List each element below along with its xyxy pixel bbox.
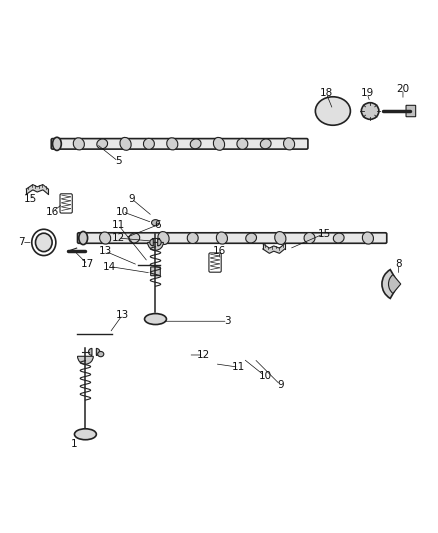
Ellipse shape xyxy=(315,97,350,125)
Ellipse shape xyxy=(73,138,85,150)
Text: 20: 20 xyxy=(396,84,410,94)
Text: 6: 6 xyxy=(154,220,161,230)
Ellipse shape xyxy=(304,232,315,244)
Ellipse shape xyxy=(361,103,379,119)
Text: 11: 11 xyxy=(232,362,245,372)
Text: 15: 15 xyxy=(318,229,331,239)
Ellipse shape xyxy=(99,232,111,244)
Text: 15: 15 xyxy=(24,193,37,204)
Text: 9: 9 xyxy=(128,193,135,204)
Ellipse shape xyxy=(35,233,52,252)
Text: 10: 10 xyxy=(258,371,272,381)
Text: 13: 13 xyxy=(99,246,112,256)
Ellipse shape xyxy=(129,233,140,243)
Text: 13: 13 xyxy=(116,310,129,320)
Ellipse shape xyxy=(246,233,257,243)
Text: 16: 16 xyxy=(212,246,226,256)
Ellipse shape xyxy=(120,138,131,150)
Ellipse shape xyxy=(283,138,295,150)
Text: 14: 14 xyxy=(103,262,116,271)
Ellipse shape xyxy=(167,138,178,150)
Text: 3: 3 xyxy=(224,316,231,326)
Ellipse shape xyxy=(275,231,286,245)
Ellipse shape xyxy=(145,313,166,325)
Text: 12: 12 xyxy=(112,233,125,243)
Wedge shape xyxy=(88,349,92,356)
FancyBboxPatch shape xyxy=(78,233,387,243)
Text: 16: 16 xyxy=(46,207,59,217)
Wedge shape xyxy=(78,356,93,364)
Ellipse shape xyxy=(97,139,108,149)
Ellipse shape xyxy=(152,220,159,226)
Ellipse shape xyxy=(158,231,169,245)
Polygon shape xyxy=(26,184,48,194)
Ellipse shape xyxy=(216,232,227,244)
Text: 5: 5 xyxy=(115,156,122,166)
Text: 11: 11 xyxy=(112,220,125,230)
Wedge shape xyxy=(96,349,100,356)
Ellipse shape xyxy=(144,139,154,149)
Text: 8: 8 xyxy=(395,260,402,269)
FancyBboxPatch shape xyxy=(406,106,416,117)
Ellipse shape xyxy=(190,139,201,149)
Ellipse shape xyxy=(237,139,248,149)
Wedge shape xyxy=(158,239,161,246)
Ellipse shape xyxy=(53,138,61,150)
Text: 12: 12 xyxy=(197,350,210,360)
Ellipse shape xyxy=(187,232,198,244)
FancyBboxPatch shape xyxy=(151,267,160,276)
Ellipse shape xyxy=(213,138,225,150)
Text: 19: 19 xyxy=(360,88,374,99)
Text: 7: 7 xyxy=(18,237,25,247)
Text: 10: 10 xyxy=(116,207,129,217)
Wedge shape xyxy=(382,270,399,298)
Text: 18: 18 xyxy=(320,88,333,99)
Wedge shape xyxy=(150,239,153,246)
Wedge shape xyxy=(148,243,163,251)
Ellipse shape xyxy=(260,139,271,149)
Text: 1: 1 xyxy=(71,439,78,449)
Ellipse shape xyxy=(79,231,88,245)
Polygon shape xyxy=(263,244,285,253)
Text: 17: 17 xyxy=(81,260,94,269)
Ellipse shape xyxy=(98,351,104,357)
FancyBboxPatch shape xyxy=(51,139,308,149)
Ellipse shape xyxy=(74,429,96,440)
Wedge shape xyxy=(389,274,401,293)
Text: 9: 9 xyxy=(277,379,284,390)
Ellipse shape xyxy=(362,232,374,244)
Ellipse shape xyxy=(333,233,344,243)
